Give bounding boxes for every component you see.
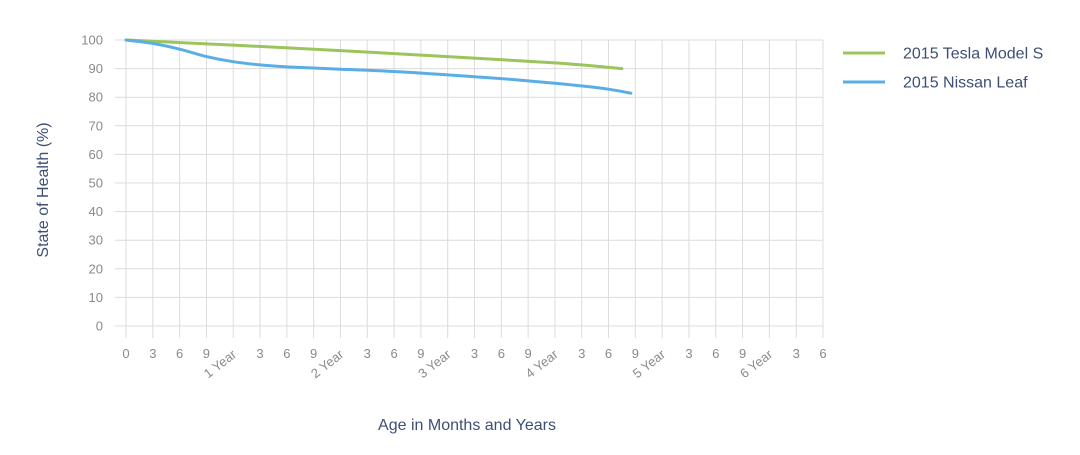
y-axis-title: State of Health (%) <box>35 122 52 257</box>
y-tick-label: 0 <box>96 319 103 334</box>
series-line-2015-nissan-leaf <box>124 38 633 95</box>
x-tick-label: 0 <box>122 346 129 361</box>
y-tick-label: 90 <box>89 61 103 76</box>
x-tick-label: 6 <box>390 346 397 361</box>
x-tick-label: 6 <box>283 346 290 361</box>
x-tick-label: 3 <box>364 346 371 361</box>
x-tick-label: 9 <box>203 346 210 361</box>
x-tick-label: 6 <box>819 346 826 361</box>
x-tick-label: 3 <box>149 346 156 361</box>
x-axis-ticks: 0 3 6 91 Year 3 6 92 Year 3 6 93 Year 3 6 94 Year 3 6 9… <box>122 346 826 381</box>
y-tick-label: 70 <box>89 118 103 133</box>
series-line-2015-tesla-model-s <box>124 38 624 71</box>
y-tick-label: 30 <box>89 233 103 248</box>
x-tick-label: 3 <box>793 346 800 361</box>
legend: 2015 Tesla Model S 2015 Nissan Leaf <box>843 46 1043 92</box>
y-tick-label: 20 <box>89 261 103 276</box>
x-tick-label: 3 <box>685 346 692 361</box>
y-tick-label: 100 <box>81 33 103 48</box>
x-tick-label: 6 <box>498 346 505 361</box>
y-tick-label: 60 <box>89 147 103 162</box>
legend-label-2015-tesla-model-s: 2015 Tesla Model S <box>903 46 1043 63</box>
x-tick-label: 6 <box>605 346 612 361</box>
x-tick-label: 3 <box>471 346 478 361</box>
y-tick-label: 10 <box>89 290 103 305</box>
series-lines <box>124 38 633 95</box>
legend-label-2015-nissan-leaf: 2015 Nissan Leaf <box>903 75 1028 92</box>
x-tick-label: 9 <box>632 346 639 361</box>
y-tick-label: 50 <box>89 176 103 191</box>
x-tick-label: 6 <box>176 346 183 361</box>
x-axis-title: Age in Months and Years <box>378 417 556 434</box>
x-tick-label: 6 <box>712 346 719 361</box>
y-tick-label: 40 <box>89 204 103 219</box>
x-tick-label: 9 <box>417 346 424 361</box>
y-tick-label: 80 <box>89 90 103 105</box>
x-tick-label: 3 <box>578 346 585 361</box>
grid <box>115 39 824 338</box>
x-tick-label: 9 <box>739 346 746 361</box>
x-tick-label: 9 <box>310 346 317 361</box>
x-tick-label: 9 <box>524 346 531 361</box>
x-tick-label: 3 <box>256 346 263 361</box>
